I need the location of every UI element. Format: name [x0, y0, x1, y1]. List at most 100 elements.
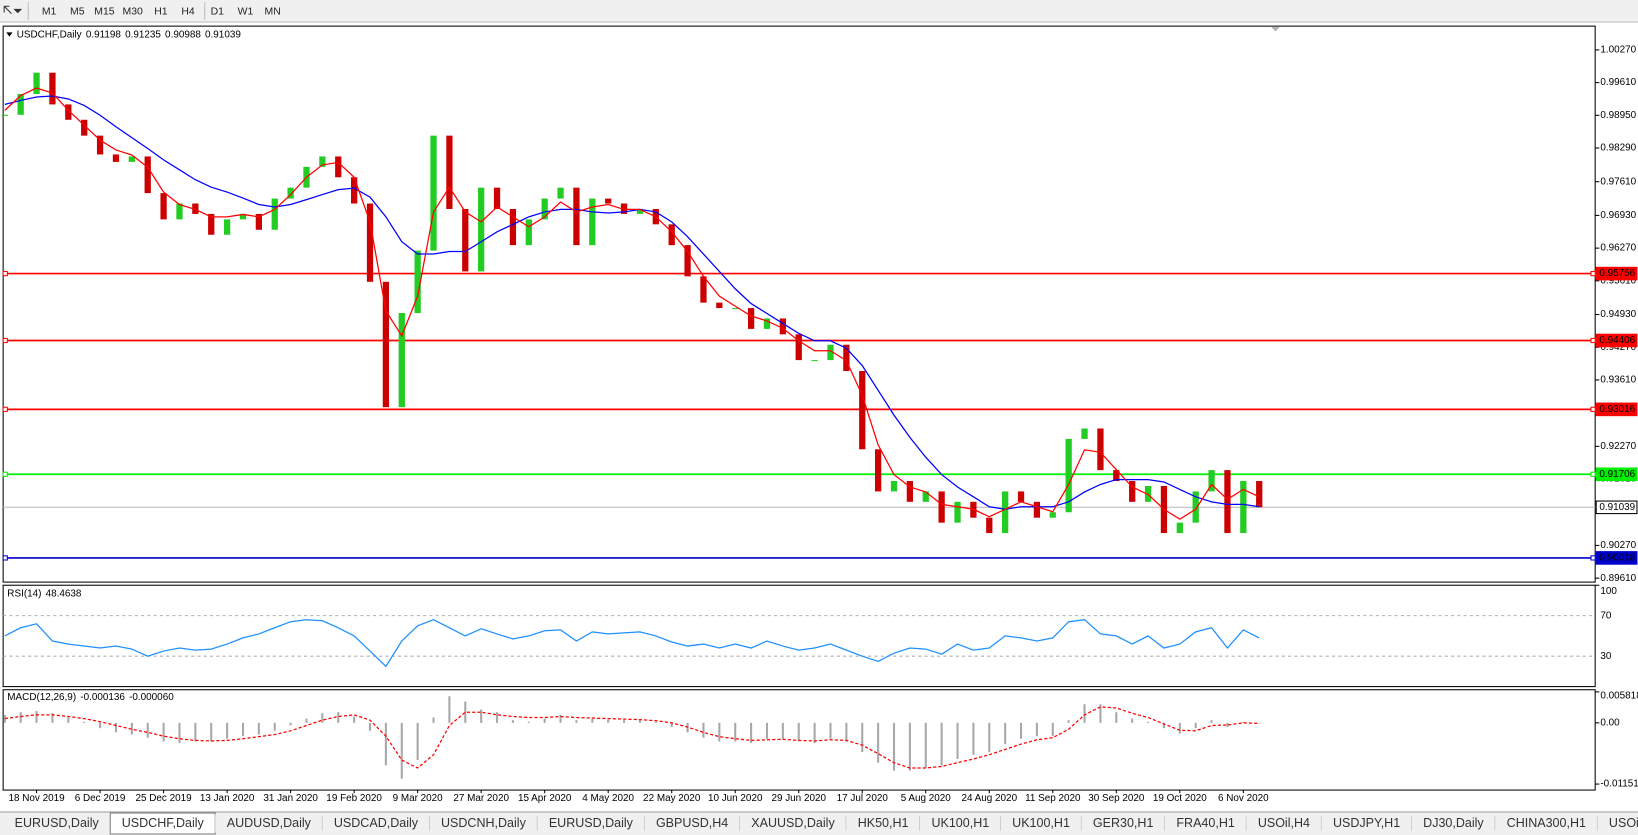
- candle: [478, 187, 485, 272]
- tab-background[interactable]: [1411, 814, 1496, 833]
- candle: [96, 135, 104, 155]
- timeframe-button[interactable]: H4: [181, 6, 195, 17]
- tab-background[interactable]: [1246, 814, 1322, 833]
- candle: [208, 213, 215, 235]
- candle: [81, 119, 88, 136]
- candle: [493, 187, 501, 209]
- cursor-icon[interactable]: [3, 5, 23, 14]
- timeframe-button[interactable]: MN: [265, 6, 281, 17]
- candle: [954, 501, 961, 523]
- tab-background[interactable]: [537, 814, 645, 833]
- tab-background[interactable]: [429, 814, 538, 833]
- candle: [668, 224, 675, 246]
- tab[interactable]: GER30,H1: [1081, 814, 1166, 833]
- tab-label[interactable]: XAUUSD,Daily: [751, 816, 835, 830]
- tab[interactable]: USDCHF,Daily: [109, 812, 216, 835]
- y-tick-label: 0.94270: [1600, 342, 1636, 353]
- tab-background[interactable]: [1495, 814, 1598, 833]
- tab[interactable]: FRA40,H1: [1164, 814, 1247, 833]
- tab-background[interactable]: [3, 814, 111, 833]
- tab-label[interactable]: GBPUSD,H4: [656, 816, 728, 830]
- y-tick-label: 0.89610: [1600, 573, 1636, 584]
- rsi-line: [4, 619, 1260, 668]
- tab[interactable]: USDCNH,Daily: [429, 814, 538, 833]
- candle: [128, 156, 135, 162]
- tab[interactable]: UK100,H1: [1000, 814, 1082, 833]
- tab[interactable]: DJ30,Daily: [1411, 814, 1496, 833]
- timeframe-button[interactable]: H1: [154, 6, 168, 17]
- x-tick-label: 6 Nov 2020: [1218, 793, 1269, 804]
- tab[interactable]: GBPUSD,H4: [644, 814, 741, 833]
- symbol-menu-icon[interactable]: [6, 32, 13, 37]
- tab-label[interactable]: USDCHF,Daily: [122, 816, 205, 830]
- tab-label[interactable]: CHINA300,H1: [1507, 816, 1586, 830]
- x-tick-label: 5 Aug 2020: [901, 793, 952, 804]
- tab-label[interactable]: USOil,H1: [1609, 816, 1638, 830]
- y-tick-label: 0.98290: [1600, 143, 1636, 154]
- tab-label[interactable]: EURUSD,Daily: [15, 816, 100, 830]
- timeframe-button[interactable]: D1: [211, 6, 225, 17]
- rsi-label: RSI(14): [7, 588, 41, 599]
- level-handle: [1590, 270, 1596, 277]
- level-label: 0.93016: [1599, 404, 1635, 415]
- tab[interactable]: XAUUSD,Daily: [739, 814, 847, 833]
- tab[interactable]: USDJPY,H1: [1321, 814, 1413, 833]
- x-tick-label: 4 May 2020: [582, 793, 634, 804]
- tab-label[interactable]: UK100,H1: [931, 816, 989, 830]
- tab-label[interactable]: USDJPY,H1: [1333, 816, 1400, 830]
- tab-label[interactable]: AUDUSD,Daily: [227, 816, 312, 830]
- timeframe-button[interactable]: W1: [238, 6, 254, 17]
- tab[interactable]: EURUSD,Daily: [3, 814, 111, 833]
- x-tick-label: 15 Apr 2020: [518, 793, 572, 804]
- tab-background[interactable]: [322, 814, 430, 833]
- candle: [827, 344, 834, 361]
- level-label-box: [1595, 402, 1638, 417]
- timeframe-button[interactable]: M5: [70, 6, 85, 17]
- tab-background[interactable]: [1597, 814, 1638, 833]
- tab[interactable]: USOil,H1: [1597, 814, 1638, 833]
- tab-background[interactable]: [1164, 814, 1247, 833]
- rsi-value: 48.4638: [46, 588, 82, 599]
- tab-label[interactable]: UK100,H1: [1012, 816, 1070, 830]
- tab-label[interactable]: USDCNH,Daily: [441, 816, 527, 830]
- timeframe-button[interactable]: M30: [123, 6, 143, 17]
- tab-label[interactable]: GER30,H1: [1093, 816, 1154, 830]
- candle: [906, 481, 914, 502]
- tab[interactable]: UK100,H1: [919, 814, 1002, 833]
- tab-background[interactable]: [846, 814, 920, 833]
- level-label: 0.91039: [1599, 502, 1635, 513]
- level-handle: [2, 555, 8, 561]
- tab-background[interactable]: [739, 814, 847, 833]
- tab-label[interactable]: HK50,H1: [858, 816, 909, 830]
- tab-background[interactable]: [1000, 814, 1082, 833]
- y-tick-label: 0.90270: [1600, 540, 1636, 551]
- tab-label[interactable]: EURUSD,Daily: [549, 816, 634, 830]
- timeframe-button[interactable]: M15: [94, 6, 114, 17]
- tab-background[interactable]: [1321, 814, 1412, 833]
- symbol-title: USDCHF,Daily: [17, 29, 82, 40]
- tab[interactable]: CHINA300,H1: [1495, 814, 1598, 833]
- tab-label[interactable]: USDCAD,Daily: [334, 816, 419, 830]
- x-tick-label: 13 Jan 2020: [200, 793, 255, 804]
- tab[interactable]: EURUSD,Daily: [537, 814, 645, 833]
- x-tick-label: 17 Jul 2020: [837, 793, 889, 804]
- tab[interactable]: USOil,H4: [1246, 814, 1322, 833]
- candle: [1192, 491, 1199, 523]
- tab-background[interactable]: [919, 814, 1001, 833]
- tab[interactable]: AUDUSD,Daily: [215, 814, 323, 833]
- timeframe-button[interactable]: M1: [42, 6, 57, 17]
- chart-shift-marker[interactable]: [1271, 27, 1280, 32]
- tab-background[interactable]: [215, 814, 323, 833]
- tab[interactable]: HK50,H1: [846, 814, 921, 833]
- level-label: 0.90018: [1599, 553, 1635, 564]
- level-label-box: [1595, 467, 1638, 482]
- candle: [144, 156, 151, 194]
- tab-label[interactable]: DJ30,Daily: [1423, 816, 1484, 830]
- tab[interactable]: USDCAD,Daily: [322, 814, 431, 833]
- tab-background[interactable]: [1081, 814, 1165, 833]
- tab-label[interactable]: USOil,H4: [1258, 816, 1310, 830]
- candle: [1129, 481, 1136, 502]
- tab-background[interactable]: [644, 814, 740, 833]
- tab-label[interactable]: FRA40,H1: [1176, 816, 1234, 830]
